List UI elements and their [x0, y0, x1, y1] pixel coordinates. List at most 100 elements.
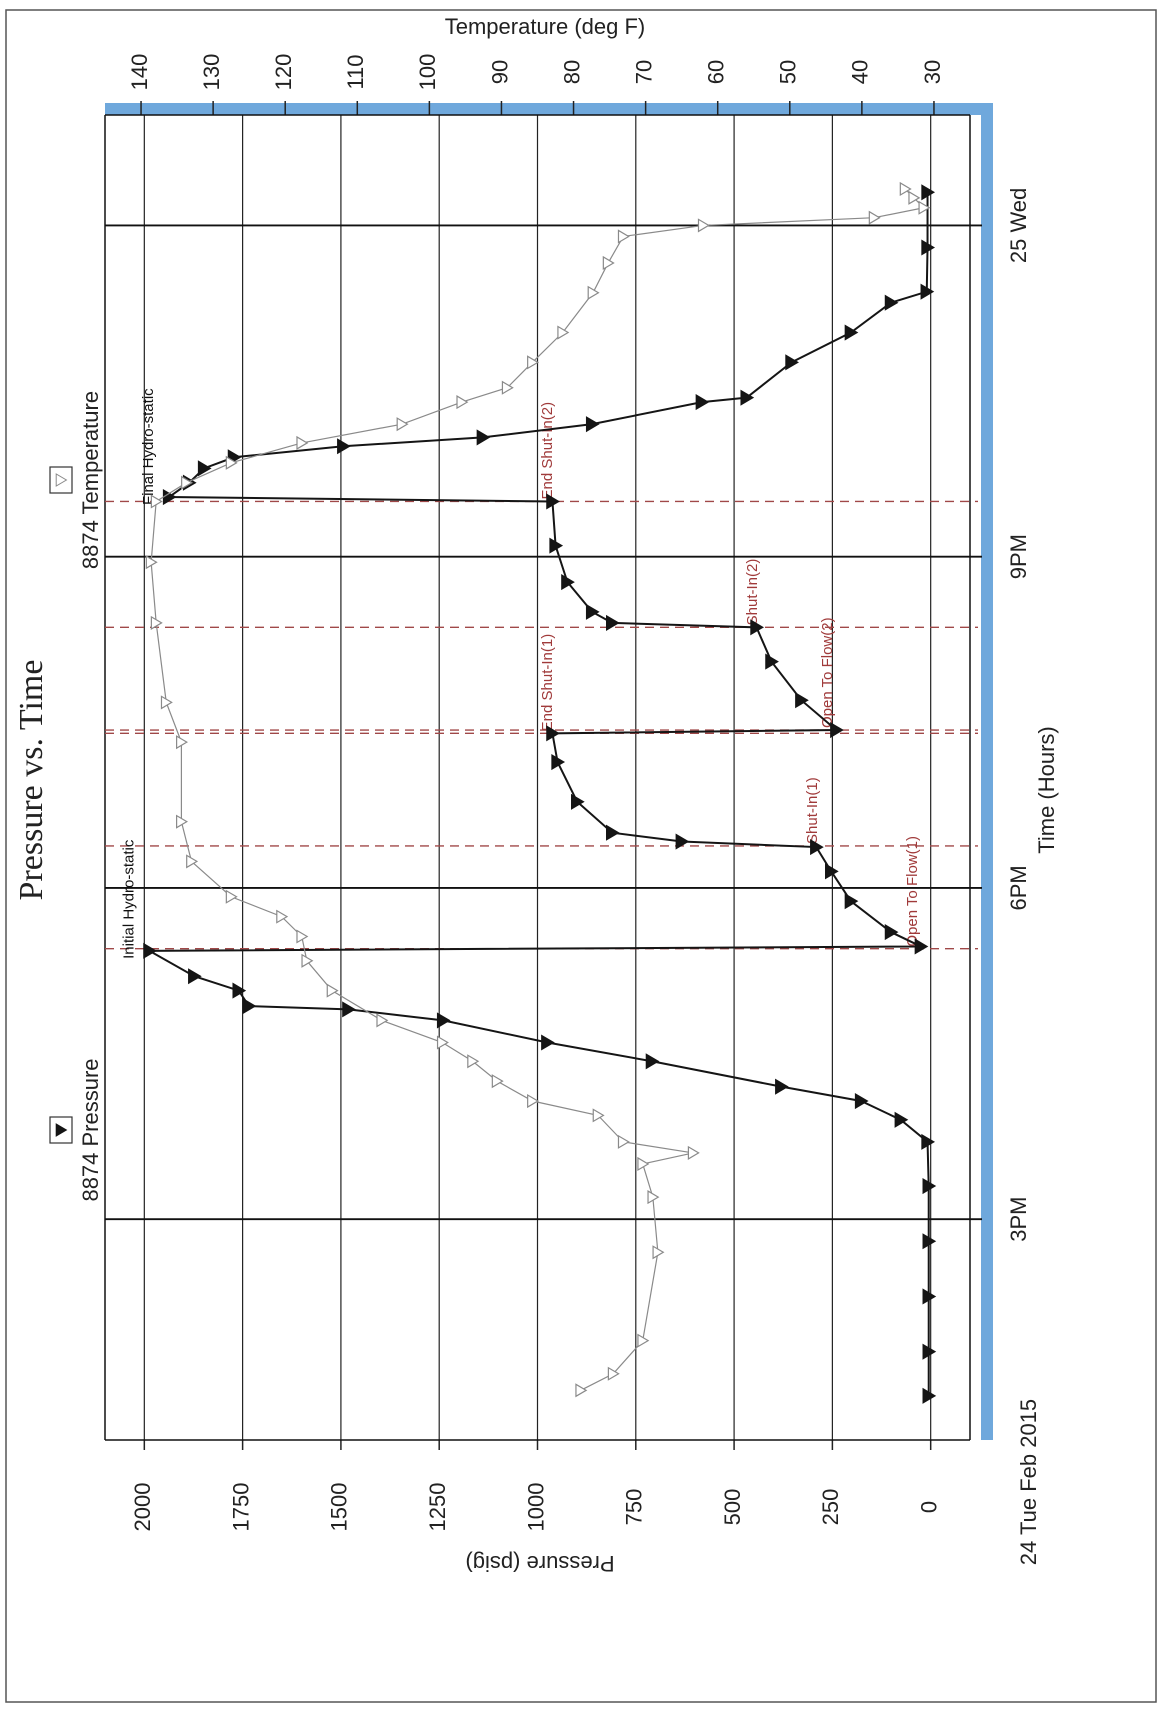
data-point	[920, 283, 935, 300]
y2-tick-label: 80	[559, 60, 584, 84]
y2-tick-label: 140	[127, 54, 152, 91]
data-point	[697, 218, 710, 233]
y-axis-label: Pressure (psig)	[465, 1551, 614, 1576]
data-point	[592, 1108, 605, 1123]
data-point	[150, 615, 163, 630]
data-point	[884, 924, 899, 941]
data-point	[922, 1288, 937, 1305]
data-point	[844, 324, 859, 341]
x-tick-label: 3PM	[1006, 1197, 1031, 1242]
data-point	[527, 355, 540, 370]
y-tick-label: 0	[916, 1501, 941, 1513]
data-point	[337, 438, 351, 455]
data-point	[645, 1053, 660, 1070]
data-point	[922, 1387, 937, 1404]
event-label: Open To Flow(2)	[819, 617, 836, 728]
data-point	[376, 1013, 389, 1028]
data-point	[740, 389, 755, 406]
data-point	[914, 938, 929, 955]
data-point	[765, 653, 779, 670]
data-point	[557, 325, 570, 340]
data-point	[607, 1366, 620, 1381]
x-tick-label: 6PM	[1006, 865, 1031, 910]
data-point	[922, 1233, 937, 1250]
data-point	[467, 1054, 480, 1069]
data-point	[921, 184, 936, 201]
event-label: End Shut-In(1)	[539, 634, 556, 732]
y-tick-label: 1500	[327, 1483, 352, 1532]
data-point	[301, 953, 314, 968]
y2-tick-label: 110	[343, 54, 368, 89]
y-tick-label: 500	[720, 1489, 745, 1526]
data-point	[775, 1078, 789, 1095]
data-point	[571, 793, 585, 810]
data-point	[396, 417, 409, 432]
legend-marker	[55, 473, 68, 487]
data-point	[225, 455, 238, 470]
date-label: 24 Tue Feb 2015	[1016, 1399, 1041, 1565]
data-point	[795, 692, 809, 709]
y2-tick-label: 30	[920, 60, 945, 84]
data-point	[546, 725, 560, 742]
x-tick-label: 25 Wed	[1006, 188, 1031, 263]
y-tick-label: 2000	[130, 1483, 155, 1532]
data-point	[546, 493, 560, 510]
data-point	[637, 1333, 650, 1348]
y-tick-label: 1000	[523, 1483, 548, 1532]
data-point	[456, 395, 469, 410]
data-point	[197, 460, 212, 477]
data-point	[637, 1156, 650, 1172]
y-tick-label: 750	[622, 1489, 647, 1526]
data-point	[587, 285, 600, 300]
legend-label: 8874 Pressure	[78, 1058, 103, 1201]
data-point	[652, 1245, 665, 1260]
data-point	[491, 1074, 504, 1089]
x-axis-label: Time (Hours)	[1034, 726, 1059, 854]
data-point	[436, 1012, 451, 1029]
data-point	[585, 603, 600, 620]
data-point	[922, 1343, 937, 1360]
event-label: Shut-In(2)	[744, 559, 761, 626]
data-point	[825, 863, 839, 880]
annotation-label: Initial Hydro-static	[120, 839, 137, 959]
event-label: Shut-In(1)	[804, 777, 821, 844]
legend-label: 8874 Temperature	[78, 391, 103, 569]
data-point	[750, 619, 764, 636]
data-point	[143, 942, 157, 959]
y-tick-label: 250	[818, 1489, 843, 1526]
data-point	[551, 753, 566, 771]
data-point	[527, 1093, 540, 1109]
data-point	[921, 1133, 936, 1150]
data-point	[695, 394, 710, 411]
data-point	[606, 614, 620, 631]
data-point	[868, 210, 881, 225]
data-point	[899, 181, 912, 197]
data-point	[242, 998, 257, 1015]
data-point	[830, 721, 844, 739]
y2-tick-label: 50	[776, 60, 801, 84]
data-point	[160, 695, 173, 710]
data-point	[647, 1190, 660, 1205]
data-point	[326, 983, 339, 998]
data-point	[181, 475, 194, 490]
y2-tick-label: 60	[704, 60, 729, 84]
data-point	[602, 255, 615, 271]
data-point	[844, 893, 859, 910]
data-point	[476, 429, 491, 446]
data-point	[145, 555, 158, 570]
data-point	[296, 929, 309, 944]
y2-tick-label: 130	[199, 54, 224, 91]
y2-tick-label: 70	[631, 60, 656, 84]
data-point	[342, 1001, 356, 1018]
annotation-label: Final Hydro-static	[140, 388, 157, 505]
x-tick-label: 9PM	[1006, 534, 1031, 579]
series-line	[150, 188, 926, 1391]
data-point	[908, 190, 921, 205]
data-point	[606, 824, 620, 841]
data-point	[921, 239, 936, 256]
data-point	[436, 1035, 449, 1050]
y-tick-label: 1750	[228, 1483, 253, 1532]
